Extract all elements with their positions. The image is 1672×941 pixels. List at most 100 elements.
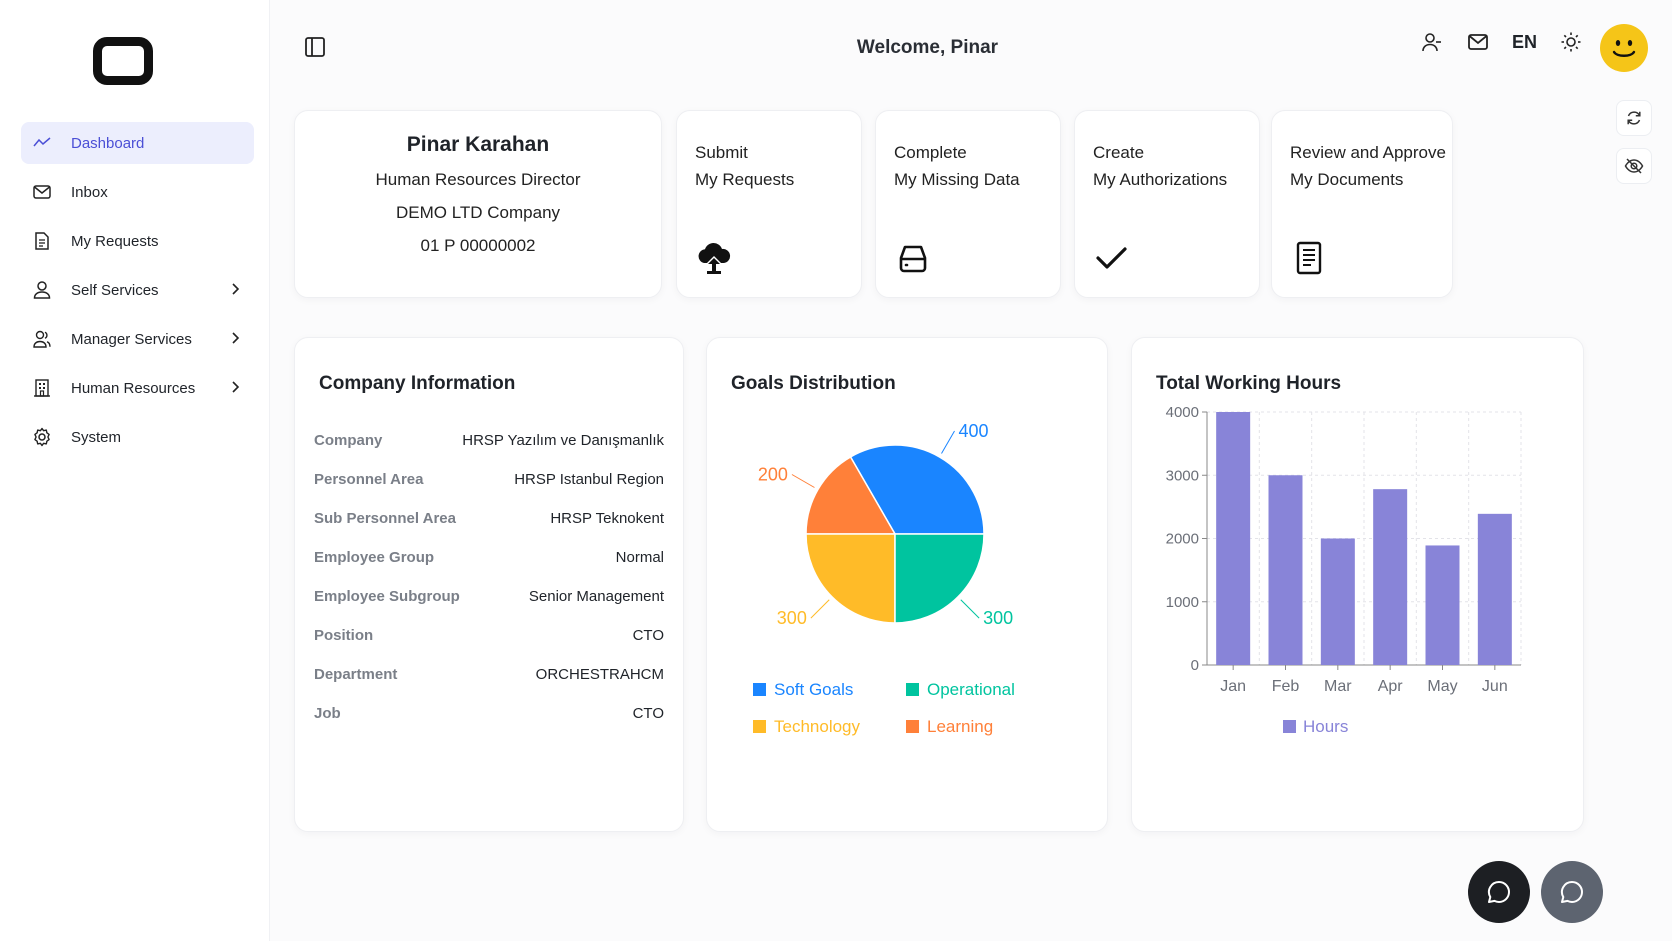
y-tick-label: 2000 (1166, 531, 1199, 548)
chevron-right-icon (232, 283, 240, 295)
legend-swatch (906, 683, 919, 696)
document-icon (32, 231, 52, 251)
chat-bubble-icon (1560, 880, 1583, 903)
create-authorizations-card[interactable]: Create My Authorizations (1074, 110, 1260, 298)
pie-data-label: 400 (959, 421, 989, 441)
y-tick-label: 3000 (1166, 467, 1199, 484)
x-tick-label: Jan (1220, 678, 1246, 695)
goals-pie-chart: 400 200 300 300 Soft Goals Operational Technol… (753, 421, 1015, 736)
info-value: Normal (615, 549, 664, 566)
info-value: HRSP Istanbul Region (514, 471, 664, 488)
sidebar-item-label: Manager Services (71, 330, 192, 348)
company-information-card: Company Information Company HRSP Yazılım … (294, 337, 684, 832)
card-title: Company Information (319, 373, 516, 394)
info-row: Sub Personnel Area HRSP Teknokent (314, 510, 664, 534)
mail-icon (32, 182, 52, 202)
sidebar-item-human-resources[interactable]: Human Resources (21, 367, 254, 409)
bar (1373, 489, 1408, 665)
complete-data-card[interactable]: Complete My Missing Data (875, 110, 1061, 298)
info-key: Department (314, 666, 398, 683)
info-value: CTO (632, 705, 664, 722)
info-key: Employee Subgroup (314, 588, 460, 605)
header-actions: EN (1420, 30, 1605, 54)
support-chat-button[interactable] (1541, 861, 1603, 923)
sidebar-item-label: System (71, 428, 122, 446)
profile-company: DEMO LTD Company (395, 203, 561, 222)
side-toolbar (1616, 100, 1652, 196)
action-line1: Submit (695, 143, 748, 162)
info-key: Sub Personnel Area (314, 510, 456, 527)
pie-label-line (791, 474, 815, 488)
app-logo[interactable] (93, 37, 153, 85)
sidebar-item-label: Self Services (71, 281, 159, 299)
messages-button[interactable] (1466, 30, 1490, 54)
action-line1: Create (1093, 143, 1145, 162)
cloud-upload-icon (698, 243, 731, 274)
info-key: Company (314, 432, 383, 449)
hide-button[interactable] (1616, 148, 1652, 184)
theme-toggle-button[interactable] (1559, 30, 1583, 54)
language-selector[interactable]: EN (1512, 31, 1538, 52)
sidebar-item-label: Inbox (71, 183, 108, 201)
card-title: Goals Distribution (731, 373, 896, 394)
sidebar-item-manager-services[interactable]: Manager Services (21, 318, 254, 360)
smiley-icon (1612, 40, 1636, 57)
action-line1: Review and Approve (1290, 143, 1446, 162)
file-text-icon (1296, 241, 1322, 275)
x-tick-label: Jun (1482, 678, 1508, 695)
gear-icon (32, 427, 52, 447)
bar (1425, 545, 1460, 665)
building-icon (32, 378, 52, 398)
info-value: HRSP Yazılım ve Danışmanlık (462, 432, 664, 449)
sidebar: Dashboard Inbox My Requests Self Service… (0, 0, 270, 941)
review-documents-card[interactable]: Review and Approve My Documents (1271, 110, 1453, 298)
sidebar-item-system[interactable]: System (21, 416, 254, 458)
check-icon (1096, 247, 1127, 269)
sidebar-toggle-button[interactable] (304, 36, 326, 58)
bar (1320, 538, 1355, 665)
x-tick-label: May (1427, 678, 1457, 695)
legend-label: Operational (927, 680, 1015, 699)
profile-title: Human Resources Director (375, 170, 581, 189)
legend-label: Soft Goals (774, 680, 853, 699)
legend-swatch (906, 720, 919, 733)
sidebar-item-self-services[interactable]: Self Services (21, 269, 254, 311)
card-title: Total Working Hours (1156, 373, 1342, 394)
profile-button[interactable] (1420, 30, 1444, 54)
avatar[interactable] (1600, 24, 1648, 72)
user-check-icon (1422, 33, 1441, 52)
pie-slice (805, 533, 896, 624)
legend-swatch (1283, 720, 1296, 733)
chat-button[interactable] (1468, 861, 1530, 923)
pie-slice (849, 444, 985, 535)
sidebar-item-label: Dashboard (71, 134, 145, 152)
action-line2: My Requests (695, 170, 795, 189)
x-tick-label: Feb (1272, 678, 1300, 695)
pie-data-label: 300 (983, 608, 1013, 628)
panel-left-icon (305, 37, 325, 57)
user-icon (32, 280, 52, 300)
pie-label-line (960, 599, 980, 619)
x-tick-label: Mar (1324, 678, 1352, 695)
legend-swatch (753, 720, 766, 733)
info-row: Company HRSP Yazılım ve Danışmanlık (314, 432, 664, 456)
info-row: Job CTO (314, 705, 664, 729)
profile-name: Pinar Karahan (406, 133, 550, 156)
sun-icon (1561, 32, 1581, 52)
legend-label: Learning (927, 717, 993, 736)
chevron-right-icon (232, 332, 240, 344)
refresh-button[interactable] (1616, 100, 1652, 136)
sidebar-item-label: My Requests (71, 232, 159, 250)
sidebar-item-dashboard[interactable]: Dashboard (21, 122, 254, 164)
chevron-right-icon (232, 381, 240, 393)
sidebar-item-my-requests[interactable]: My Requests (21, 220, 254, 262)
info-row: Personnel Area HRSP Istanbul Region (314, 471, 664, 495)
sidebar-item-inbox[interactable]: Inbox (21, 171, 254, 213)
pie-data-label: 200 (758, 465, 788, 485)
y-tick-label: 0 (1191, 657, 1199, 674)
sidebar-nav: Dashboard Inbox My Requests Self Service… (21, 122, 254, 465)
hours-bar-chart: 0 1000 2000 3000 4000 Jan Feb Mar Apr May Jun Hours (1166, 404, 1522, 736)
submit-requests-card[interactable]: Submit My Requests (676, 110, 862, 298)
info-row: Employee Group Normal (314, 549, 664, 573)
goals-distribution-card: Goals Distribution 400 200 300 300 Soft Goal… (706, 337, 1108, 832)
